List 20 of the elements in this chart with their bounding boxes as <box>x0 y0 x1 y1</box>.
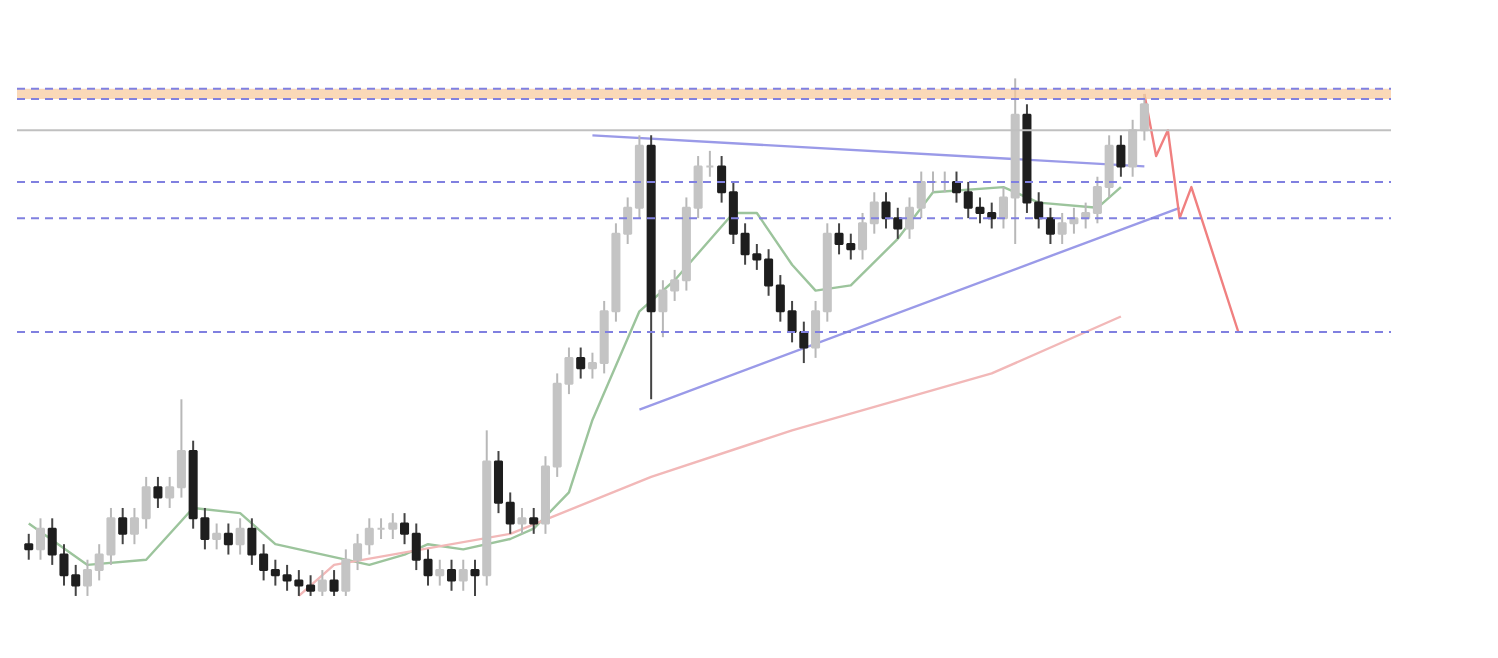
candlestick <box>470 558 480 597</box>
candlestick <box>435 558 445 587</box>
candlestick <box>458 558 468 592</box>
candlestick <box>153 475 163 509</box>
candlestick <box>24 532 34 561</box>
candlestick <box>1116 134 1126 178</box>
candlestick <box>317 569 327 597</box>
candlestick <box>881 191 891 230</box>
candlestick <box>35 517 46 561</box>
candlestick <box>118 506 128 546</box>
candlestick <box>446 558 457 592</box>
candlestick <box>1045 206 1055 246</box>
candlestick <box>517 506 527 535</box>
candlestick <box>893 206 903 240</box>
candlestick <box>329 569 339 597</box>
candlestick <box>529 506 539 535</box>
candlestick <box>223 522 233 556</box>
candlestick <box>212 522 222 551</box>
candlestick <box>576 346 586 380</box>
candlestick <box>235 517 245 556</box>
